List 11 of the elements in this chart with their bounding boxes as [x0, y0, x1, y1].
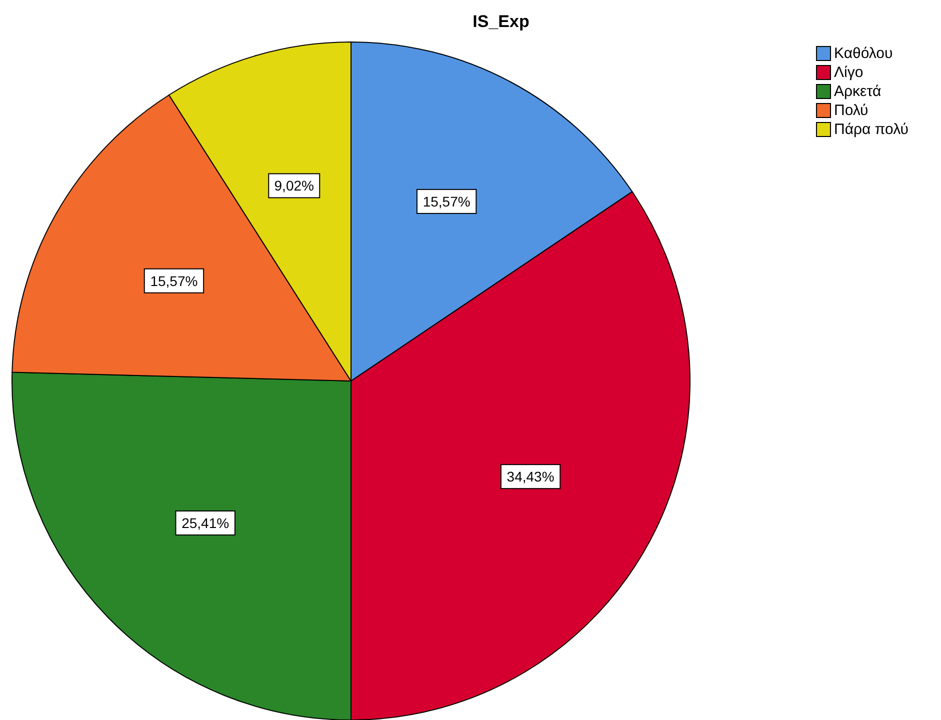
legend-label: Πάρα πολύ — [834, 121, 908, 138]
data-label: 25,41% — [182, 514, 230, 531]
legend-label: Λίγο — [834, 64, 864, 81]
chart-title: IS_Exp — [472, 12, 530, 31]
data-label: 34,43% — [506, 468, 554, 485]
data-label: 9,02% — [274, 178, 314, 194]
legend-label: Αρκετά — [834, 83, 882, 100]
data-label: 15,57% — [422, 193, 470, 210]
legend-label: Πολύ — [834, 102, 868, 119]
legend-label: Καθόλου — [834, 45, 893, 62]
data-label: 15,57% — [150, 272, 198, 289]
